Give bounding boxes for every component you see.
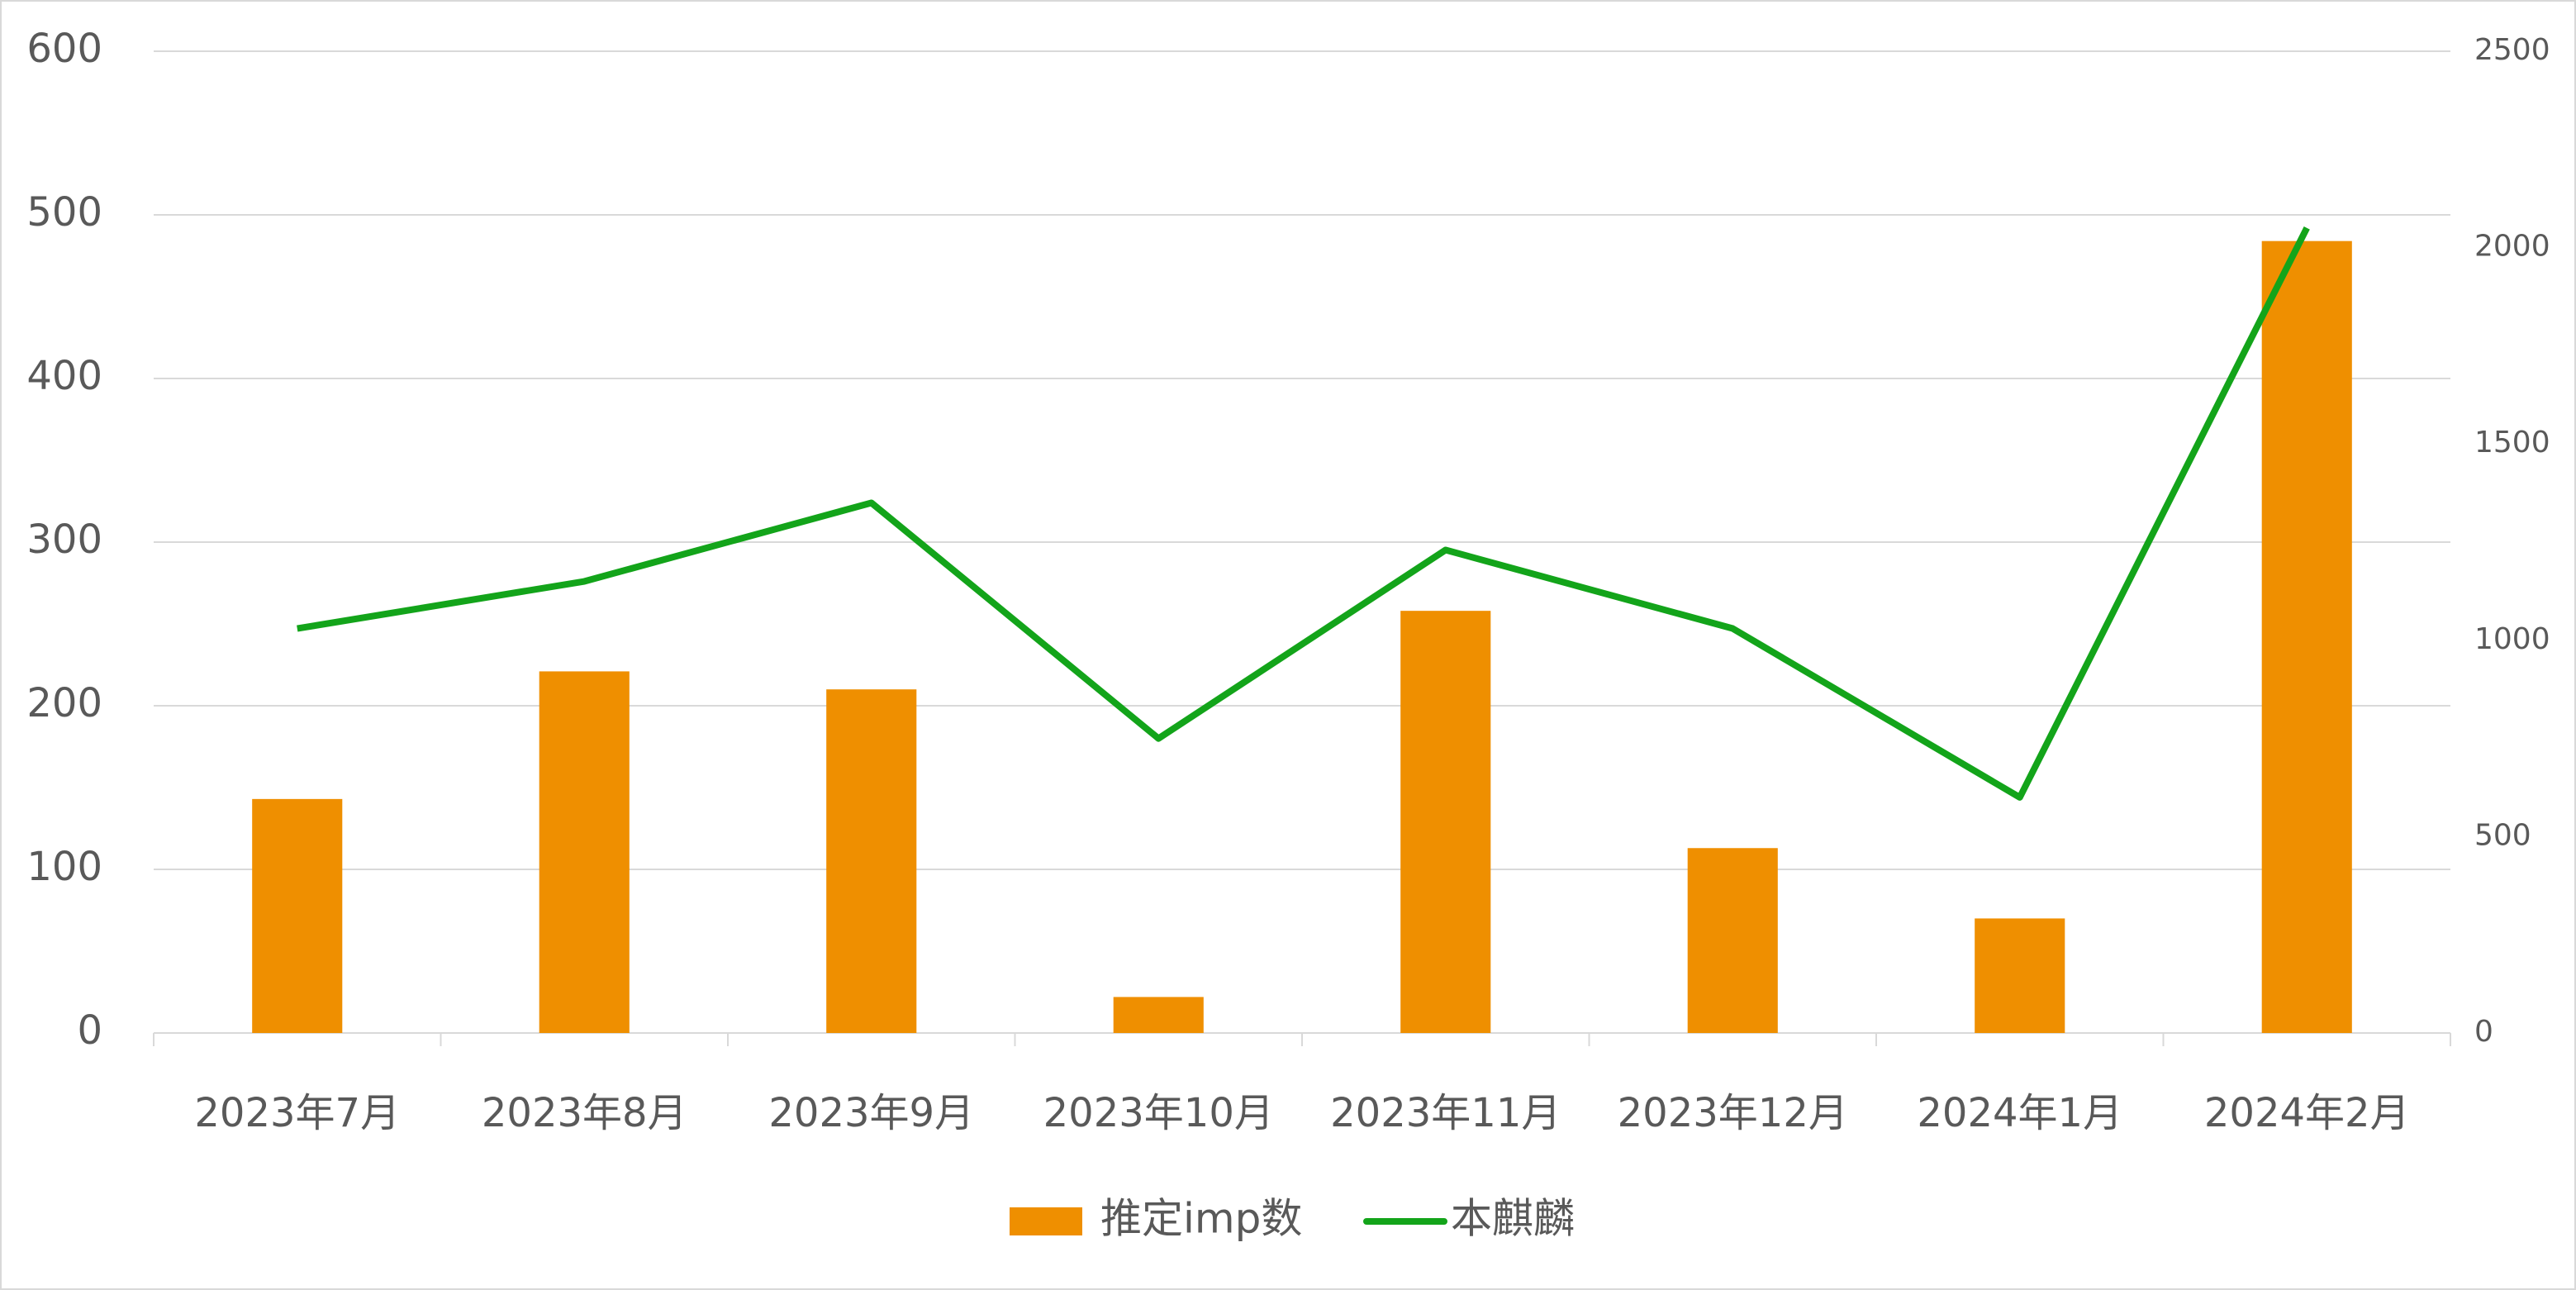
y2-tick-label: 2000 bbox=[2474, 230, 2550, 264]
y2-tick-label: 1500 bbox=[2474, 426, 2550, 459]
y-tick-label: 200 bbox=[26, 680, 102, 726]
x-tick-label: 2023年7月 bbox=[194, 1090, 400, 1136]
x-tick-label: 2023年9月 bbox=[768, 1090, 974, 1136]
y2-tick-label: 500 bbox=[2474, 818, 2531, 852]
y-tick-label: 100 bbox=[26, 844, 102, 890]
bar bbox=[1687, 848, 1778, 1033]
bar bbox=[2261, 240, 2352, 1033]
x-tick-label: 2023年10月 bbox=[1043, 1090, 1274, 1136]
x-tick-label: 2024年1月 bbox=[1917, 1090, 2122, 1136]
x-tick-label: 2024年2月 bbox=[2204, 1090, 2410, 1136]
x-tick-label: 2023年11月 bbox=[1330, 1090, 1561, 1136]
y2-tick-label: 0 bbox=[2474, 1015, 2493, 1049]
bar bbox=[1975, 918, 2065, 1033]
y-tick-label: 500 bbox=[26, 189, 102, 236]
bar bbox=[1400, 611, 1491, 1033]
bar bbox=[1113, 997, 1204, 1033]
y-tick-label: 600 bbox=[26, 26, 102, 72]
y-tick-label: 400 bbox=[26, 353, 102, 399]
x-tick-label: 2023年8月 bbox=[482, 1090, 687, 1136]
y-tick-label: 0 bbox=[77, 1007, 102, 1054]
legend-label: 推定imp数 bbox=[1100, 1195, 1302, 1243]
y2-tick-label: 2500 bbox=[2474, 33, 2550, 67]
y-tick-label: 300 bbox=[26, 516, 102, 563]
legend-swatch bbox=[1010, 1207, 1082, 1235]
bar bbox=[826, 689, 917, 1033]
line bbox=[297, 226, 2310, 801]
x-tick-label: 2023年12月 bbox=[1618, 1090, 1848, 1136]
legend-label: 本麒麟 bbox=[1451, 1195, 1575, 1243]
y2-tick-label: 1000 bbox=[2474, 622, 2550, 656]
bar bbox=[539, 671, 630, 1033]
bar bbox=[252, 798, 343, 1033]
